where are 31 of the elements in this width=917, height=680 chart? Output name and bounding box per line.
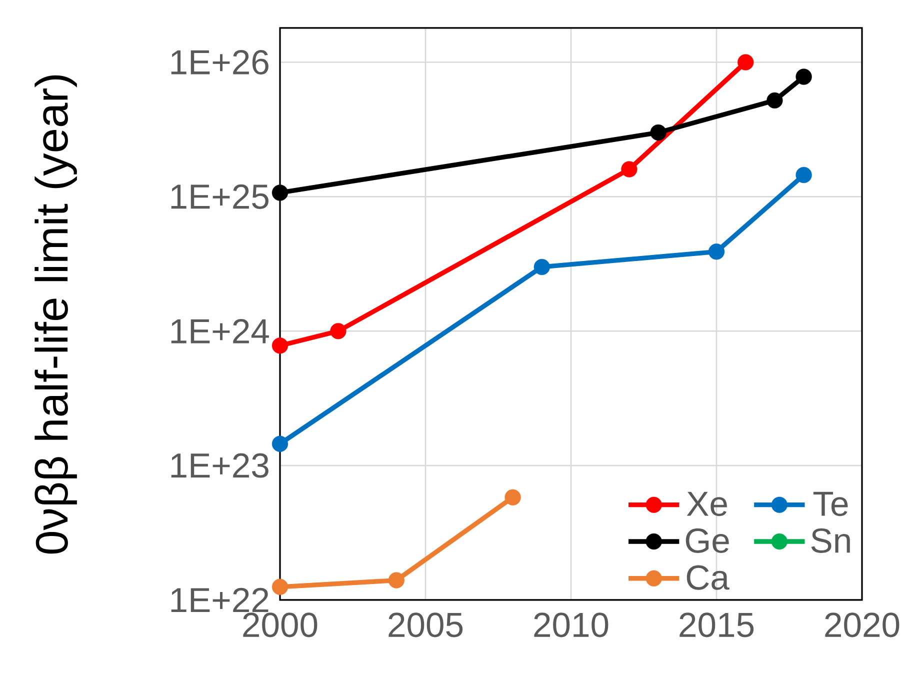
- legend-label: Ge: [686, 528, 729, 553]
- point: [708, 244, 725, 260]
- y-tick-label: 1E+23: [171, 453, 268, 478]
- point: [388, 572, 404, 588]
- legend-label: Ca: [686, 565, 730, 590]
- point: [504, 489, 521, 506]
- x-tick-label: 2020: [825, 612, 900, 638]
- point: [330, 323, 346, 340]
- x-tick-label: 2010: [534, 612, 608, 638]
- legend-label: Te: [813, 492, 848, 516]
- x-tick-label: 2000: [243, 612, 318, 638]
- y-tick-label: 1E+25: [171, 184, 268, 209]
- y-tick-label: 1E+26: [171, 50, 268, 75]
- x-tick-label: 2005: [388, 612, 463, 638]
- x-tick-label: 2015: [680, 612, 754, 638]
- point: [621, 161, 638, 178]
- point: [738, 54, 754, 70]
- point: [272, 338, 288, 354]
- legend-label: Sn: [811, 528, 850, 553]
- point: [650, 124, 666, 141]
- point: [272, 436, 288, 452]
- point: [272, 578, 288, 596]
- point: [796, 68, 812, 85]
- y-tick-label: 1E+22: [171, 588, 268, 612]
- point: [272, 184, 288, 201]
- y-tick-label: 1E+24: [171, 318, 269, 344]
- point: [796, 166, 812, 184]
- point: [766, 92, 783, 109]
- y-axis-title: 0νββ half-life limit (year): [34, 75, 77, 554]
- point: [534, 258, 550, 276]
- legend-label: Xe: [686, 492, 727, 516]
